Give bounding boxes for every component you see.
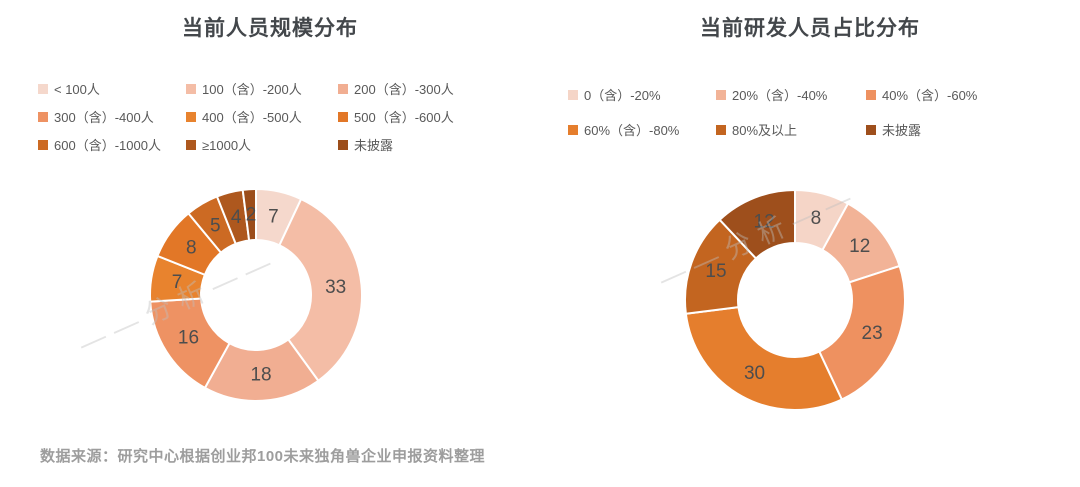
donut-slice: [817, 264, 906, 401]
legend-label: 未披露: [354, 138, 394, 153]
slice-value-label: 33: [325, 277, 346, 298]
data-source-note: 数据来源：研究中心根据创业邦100未来独角兽企业申报资料整理: [40, 448, 486, 465]
legend-label: 100（含）-200人: [202, 82, 302, 97]
legend-swatch: [866, 124, 876, 135]
legend-swatch: [38, 139, 48, 150]
legend-label: 60%（含）-80%: [584, 123, 680, 138]
chart-legend-left: < 100人 100（含）-200人 200（含）-300人 300（含）-400人 4…: [38, 78, 498, 155]
legend-swatch: [338, 83, 348, 94]
slice-value-label: 30: [744, 363, 765, 384]
legend-swatch: [186, 111, 196, 122]
legend-label: 200（含）-300人: [354, 82, 454, 97]
legend-item: 未披露: [338, 134, 498, 155]
legend-item: 100（含）-200人: [186, 78, 338, 99]
slice-value-label: 2: [246, 205, 257, 226]
legend-label: 80%及以上: [732, 123, 798, 138]
slice-value-label: 7: [172, 272, 183, 293]
legend-label: 40%（含）-60%: [882, 88, 978, 103]
chart-legend-right: 0（含）-20% 20%（含）-40% 40%（含）-60% 60%（含）-80% 80…: [568, 84, 1026, 140]
legend-item: 60%（含）-80%: [568, 119, 716, 140]
legend-swatch: [568, 89, 578, 100]
legend-item: 80%及以上: [716, 119, 866, 140]
slice-value-label: 23: [862, 323, 883, 344]
legend-item: 300（含）-400人: [38, 106, 186, 127]
slice-value-label: 4: [231, 207, 242, 228]
legend-swatch: [338, 111, 348, 122]
legend-item: 200（含）-300人: [338, 78, 498, 99]
legend-item: 0（含）-20%: [568, 84, 716, 105]
legend-label: 20%（含）-40%: [732, 88, 828, 103]
legend-item: 600（含）-1000人: [38, 134, 186, 155]
legend-label: 600（含）-1000人: [54, 138, 161, 153]
slice-value-label: 15: [705, 261, 726, 282]
donut-slice: [278, 197, 363, 383]
legend-item: 400（含）-500人: [186, 106, 338, 127]
legend-swatch: [716, 89, 726, 100]
legend-item: 未披露: [866, 119, 1026, 140]
legend-item: < 100人: [38, 78, 186, 99]
legend-item: 500（含）-600人: [338, 106, 498, 127]
donut-slice: [718, 188, 796, 260]
slice-value-label: 8: [811, 208, 822, 229]
slice-value-label: 16: [178, 327, 199, 348]
legend-swatch: [338, 139, 348, 150]
chart-title-left: 当前人员规模分布: [182, 17, 358, 40]
legend-swatch: [186, 83, 196, 94]
legend-label: < 100人: [54, 82, 100, 97]
legend-label: 300（含）-400人: [54, 110, 154, 125]
slice-value-label: 5: [210, 216, 221, 237]
legend-swatch: [568, 124, 578, 135]
legend-label: 400（含）-500人: [202, 110, 302, 125]
slice-value-label: 12: [849, 236, 870, 257]
legend-item: 20%（含）-40%: [716, 84, 866, 105]
donut-slice: [684, 306, 844, 411]
slice-value-label: 12: [754, 211, 775, 232]
legend-swatch: [38, 83, 48, 94]
legend-label: 0（含）-20%: [584, 88, 661, 103]
legend-swatch: [866, 89, 876, 100]
chart-title-right: 当前研发人员占比分布: [700, 17, 920, 40]
legend-label: 500（含）-600人: [354, 110, 454, 125]
legend-swatch: [186, 139, 196, 150]
legend-label: ≥1000人: [202, 138, 252, 153]
slice-value-label: 18: [250, 364, 271, 385]
legend-swatch: [716, 124, 726, 135]
legend-label: 未披露: [882, 123, 922, 138]
legend-item: ≥1000人: [186, 134, 338, 155]
donut-chart-rd-ratio: 8 12 23 30 15 12: [684, 188, 906, 411]
slice-value-label: 8: [186, 237, 197, 258]
donut-slice: [241, 187, 257, 242]
slice-value-label: 7: [268, 206, 279, 227]
legend-swatch: [38, 111, 48, 122]
legend-item: 40%（含）-60%: [866, 84, 1026, 105]
